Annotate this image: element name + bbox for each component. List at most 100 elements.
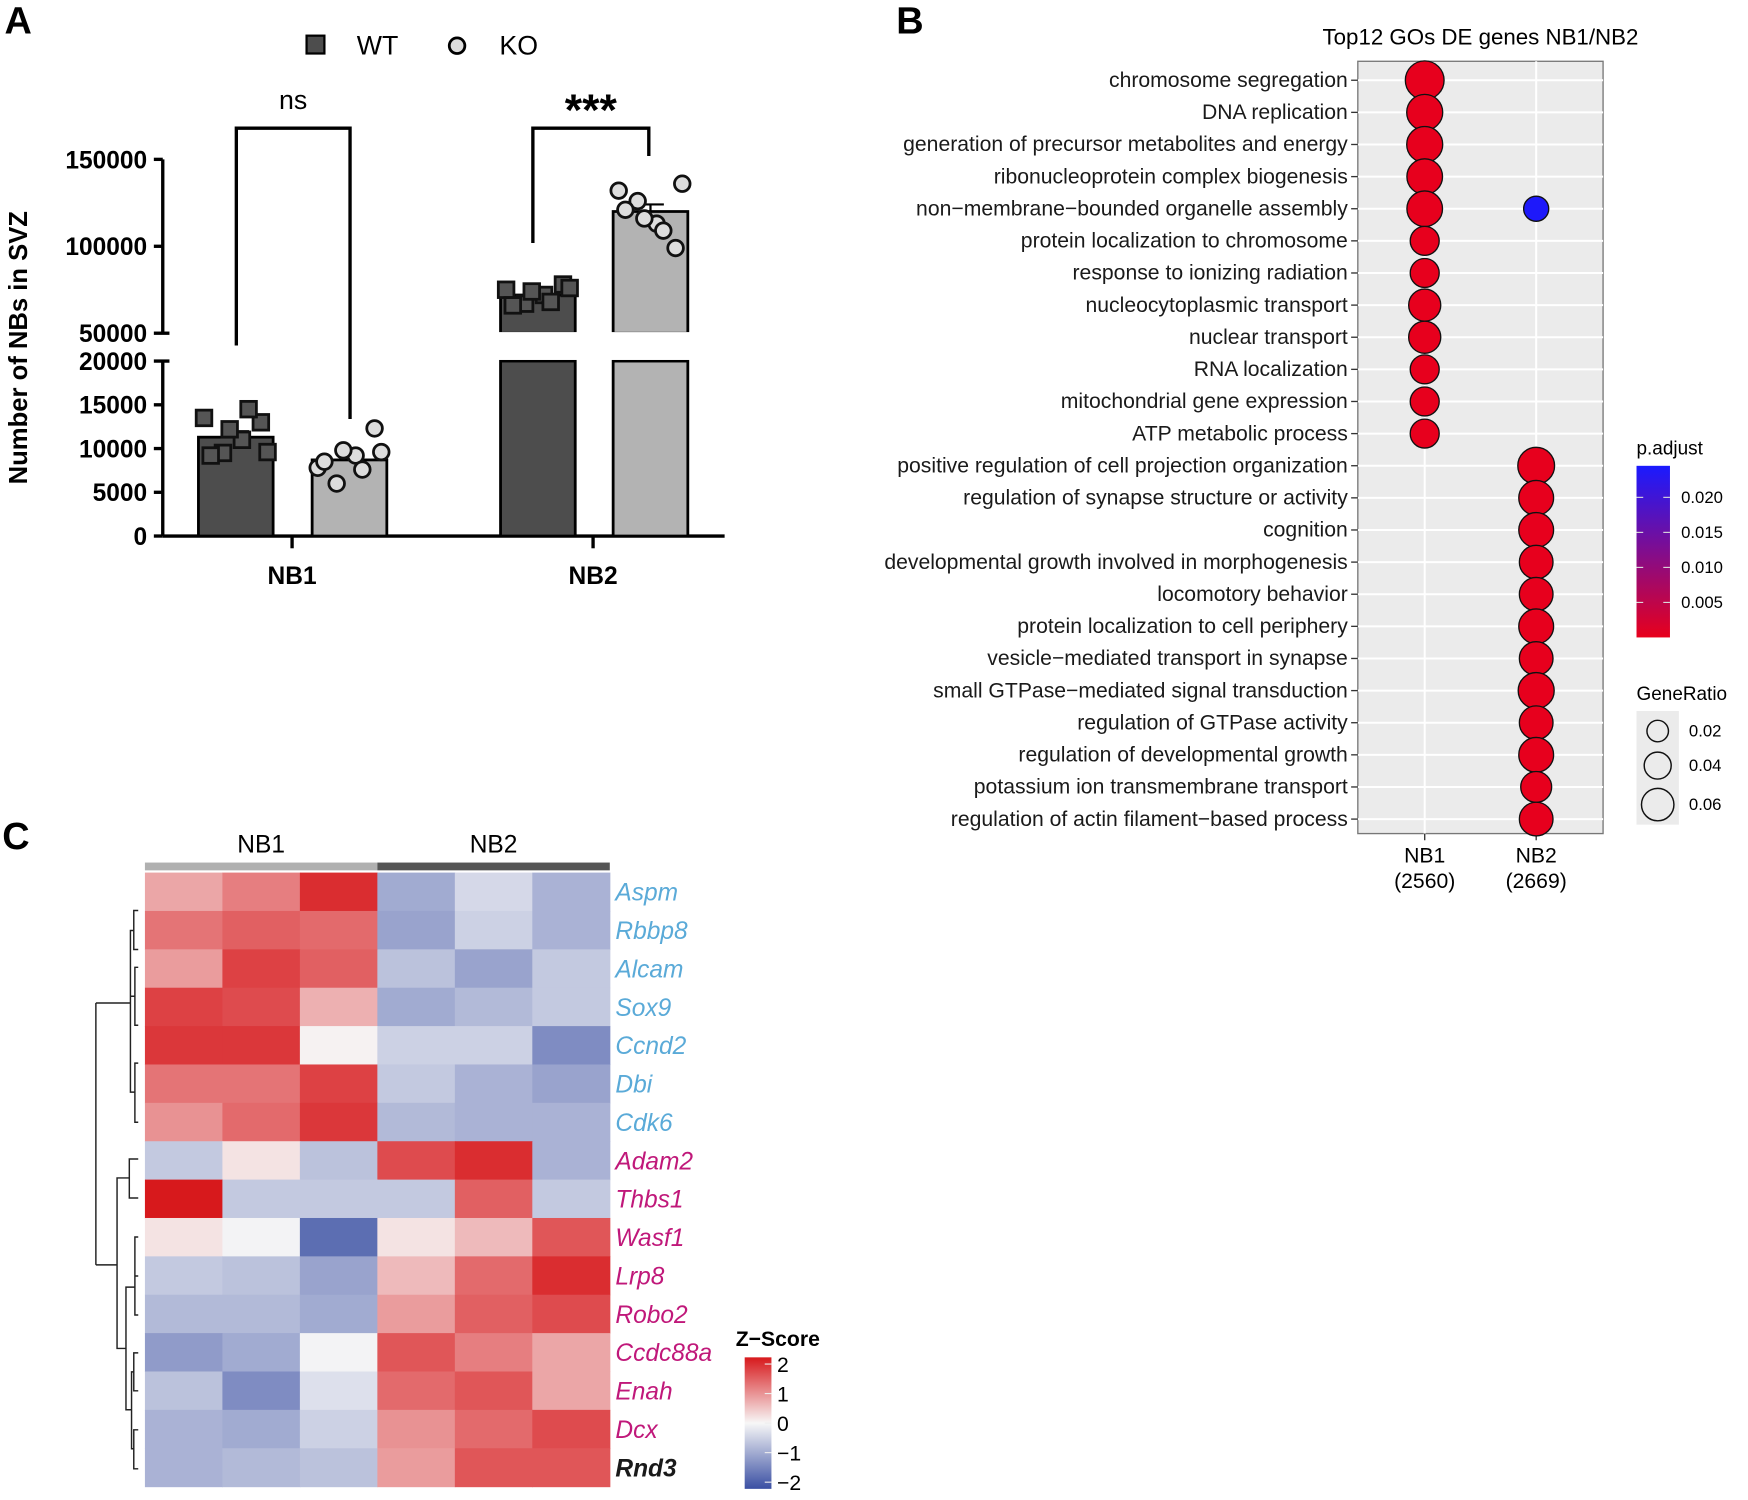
zscore-legend-title: Z−Score	[736, 1328, 820, 1351]
go-dot-plot: Top12 GOs DE genes NB1/NB2 p.adjust Gene…	[884, 25, 1727, 894]
go-term-label: regulation of GTPase activity	[1077, 711, 1348, 734]
y-tick-label: 10000	[79, 436, 147, 463]
gene-label: Dcx	[615, 1417, 658, 1444]
heatmap-cell	[299, 1333, 378, 1373]
heatmap-cell	[454, 1294, 533, 1334]
heatmap-cell	[144, 1409, 223, 1449]
heatmap-cell	[454, 1141, 533, 1181]
go-dot	[1406, 190, 1444, 228]
heatmap-cell	[222, 910, 301, 950]
heatmap-zscore: Z−Score NB1 NB2 Aspm Rbbp8 Alcam Sox9 Ccnd2 Dbi…	[95, 832, 820, 1495]
heatmap-cell	[454, 1448, 533, 1488]
go-dot	[1409, 354, 1440, 385]
size-legend-label: 0.04	[1689, 756, 1722, 775]
size-legend-circle	[1646, 719, 1670, 743]
go-dot	[1518, 544, 1554, 580]
size-legend-key-bg	[1636, 710, 1679, 825]
heatmap-cell	[144, 1217, 223, 1257]
x-tick-label: NB1	[268, 563, 317, 590]
data-point-ko	[654, 221, 673, 240]
heatmap-cell	[299, 1026, 378, 1066]
go-dot	[1517, 446, 1556, 485]
go-dot	[1406, 158, 1444, 196]
plot-panel	[1357, 60, 1604, 835]
go-dot	[1407, 288, 1442, 322]
heatmap-cell	[222, 1371, 301, 1411]
go-term-label: regulation of developmental growth	[1018, 744, 1347, 767]
padjust-legend-title: p.adjust	[1637, 439, 1704, 460]
go-term-label: vesicle−mediated transport in synapse	[987, 647, 1348, 670]
heatmap-cell	[222, 1141, 301, 1181]
heatmap-cell	[377, 1217, 456, 1257]
go-dot	[1522, 195, 1550, 222]
go-term-label: regulation of synapse structure or activ…	[963, 487, 1348, 510]
x-label-name: NB1	[1404, 845, 1445, 868]
panel-b-letter: B	[896, 0, 923, 42]
column-group-bar-nb1	[144, 862, 378, 871]
heatmap-cell	[532, 1102, 611, 1142]
gene-label: Rnd3	[615, 1455, 677, 1482]
heatmap-cell	[299, 1217, 378, 1257]
data-point-ko	[372, 442, 391, 462]
data-point-ko	[334, 441, 353, 460]
y-tick-label: 100000	[65, 234, 147, 261]
heatmap-cell	[377, 910, 456, 950]
heatmap-cell	[144, 1141, 223, 1181]
colorbar-tick-label: 0.005	[1681, 593, 1723, 612]
x-label-count: (2560)	[1394, 870, 1455, 893]
heatmap-cell	[532, 1064, 611, 1104]
heatmap-cell	[454, 1333, 533, 1373]
heatmap-cell	[454, 949, 533, 989]
heatmap-cell	[299, 1294, 378, 1334]
gene-label: Rbbp8	[615, 918, 688, 945]
heatmap-cell	[377, 1179, 456, 1219]
data-point-wt	[541, 292, 560, 312]
heatmap-cell	[222, 872, 301, 912]
data-point-ko	[365, 419, 384, 438]
y-tick-label: 5000	[93, 480, 148, 507]
x-label-name: NB2	[1516, 845, 1557, 868]
go-term-label: regulation of actin filament−based proce…	[951, 808, 1348, 831]
heatmap-cell	[222, 1217, 301, 1257]
bar-ko-nb2-lower	[611, 359, 690, 538]
panel-a-letter: A	[4, 0, 31, 42]
gene-label: Enah	[615, 1379, 672, 1406]
go-dot	[1518, 479, 1555, 516]
heatmap-cell	[454, 1217, 533, 1257]
significance-label: ns	[279, 85, 307, 115]
heatmap-cell	[299, 1064, 378, 1104]
heatmap-cell	[454, 987, 533, 1027]
y-axis-label: Number of NBs in SVZ	[5, 211, 33, 484]
data-point-wt	[251, 413, 271, 432]
heatmap-cell	[377, 872, 456, 912]
heatmap-cell	[299, 1102, 378, 1142]
axis-break-gap	[497, 332, 579, 360]
legend-wt-label: WT	[357, 31, 399, 61]
data-point-wt	[503, 296, 523, 315]
heatmap-cell	[222, 1448, 301, 1488]
data-point-ko	[628, 191, 647, 211]
heatmap-cell	[299, 1448, 378, 1488]
go-term-label: protein localization to chromosome	[1021, 230, 1348, 253]
heatmap-cell	[144, 1102, 223, 1142]
go-term-label: small GTPase−mediated signal transductio…	[933, 679, 1348, 702]
go-term-label: positive regulation of cell projection o…	[897, 454, 1348, 477]
data-point-ko	[616, 200, 635, 219]
go-dot	[1407, 320, 1442, 354]
heatmap-cell	[144, 1179, 223, 1219]
go-term-label: potassium ion transmembrane transport	[974, 776, 1348, 799]
padjust-colorbar	[1636, 465, 1670, 638]
data-point-ko	[327, 474, 346, 493]
heatmap-cell	[299, 1179, 378, 1219]
data-point-ko	[609, 181, 628, 200]
heatmap-cell	[532, 1409, 611, 1449]
significance-bracket	[234, 126, 352, 420]
go-term-label: cognition	[1263, 519, 1348, 542]
colorbar-tick-label: −1	[777, 1442, 801, 1465]
heatmap-cell	[454, 1409, 533, 1449]
gene-label: Aspm	[613, 880, 678, 907]
y-tick-label: 0	[134, 524, 148, 551]
data-point-ko	[666, 238, 685, 258]
heatmap-cell	[532, 1141, 611, 1181]
